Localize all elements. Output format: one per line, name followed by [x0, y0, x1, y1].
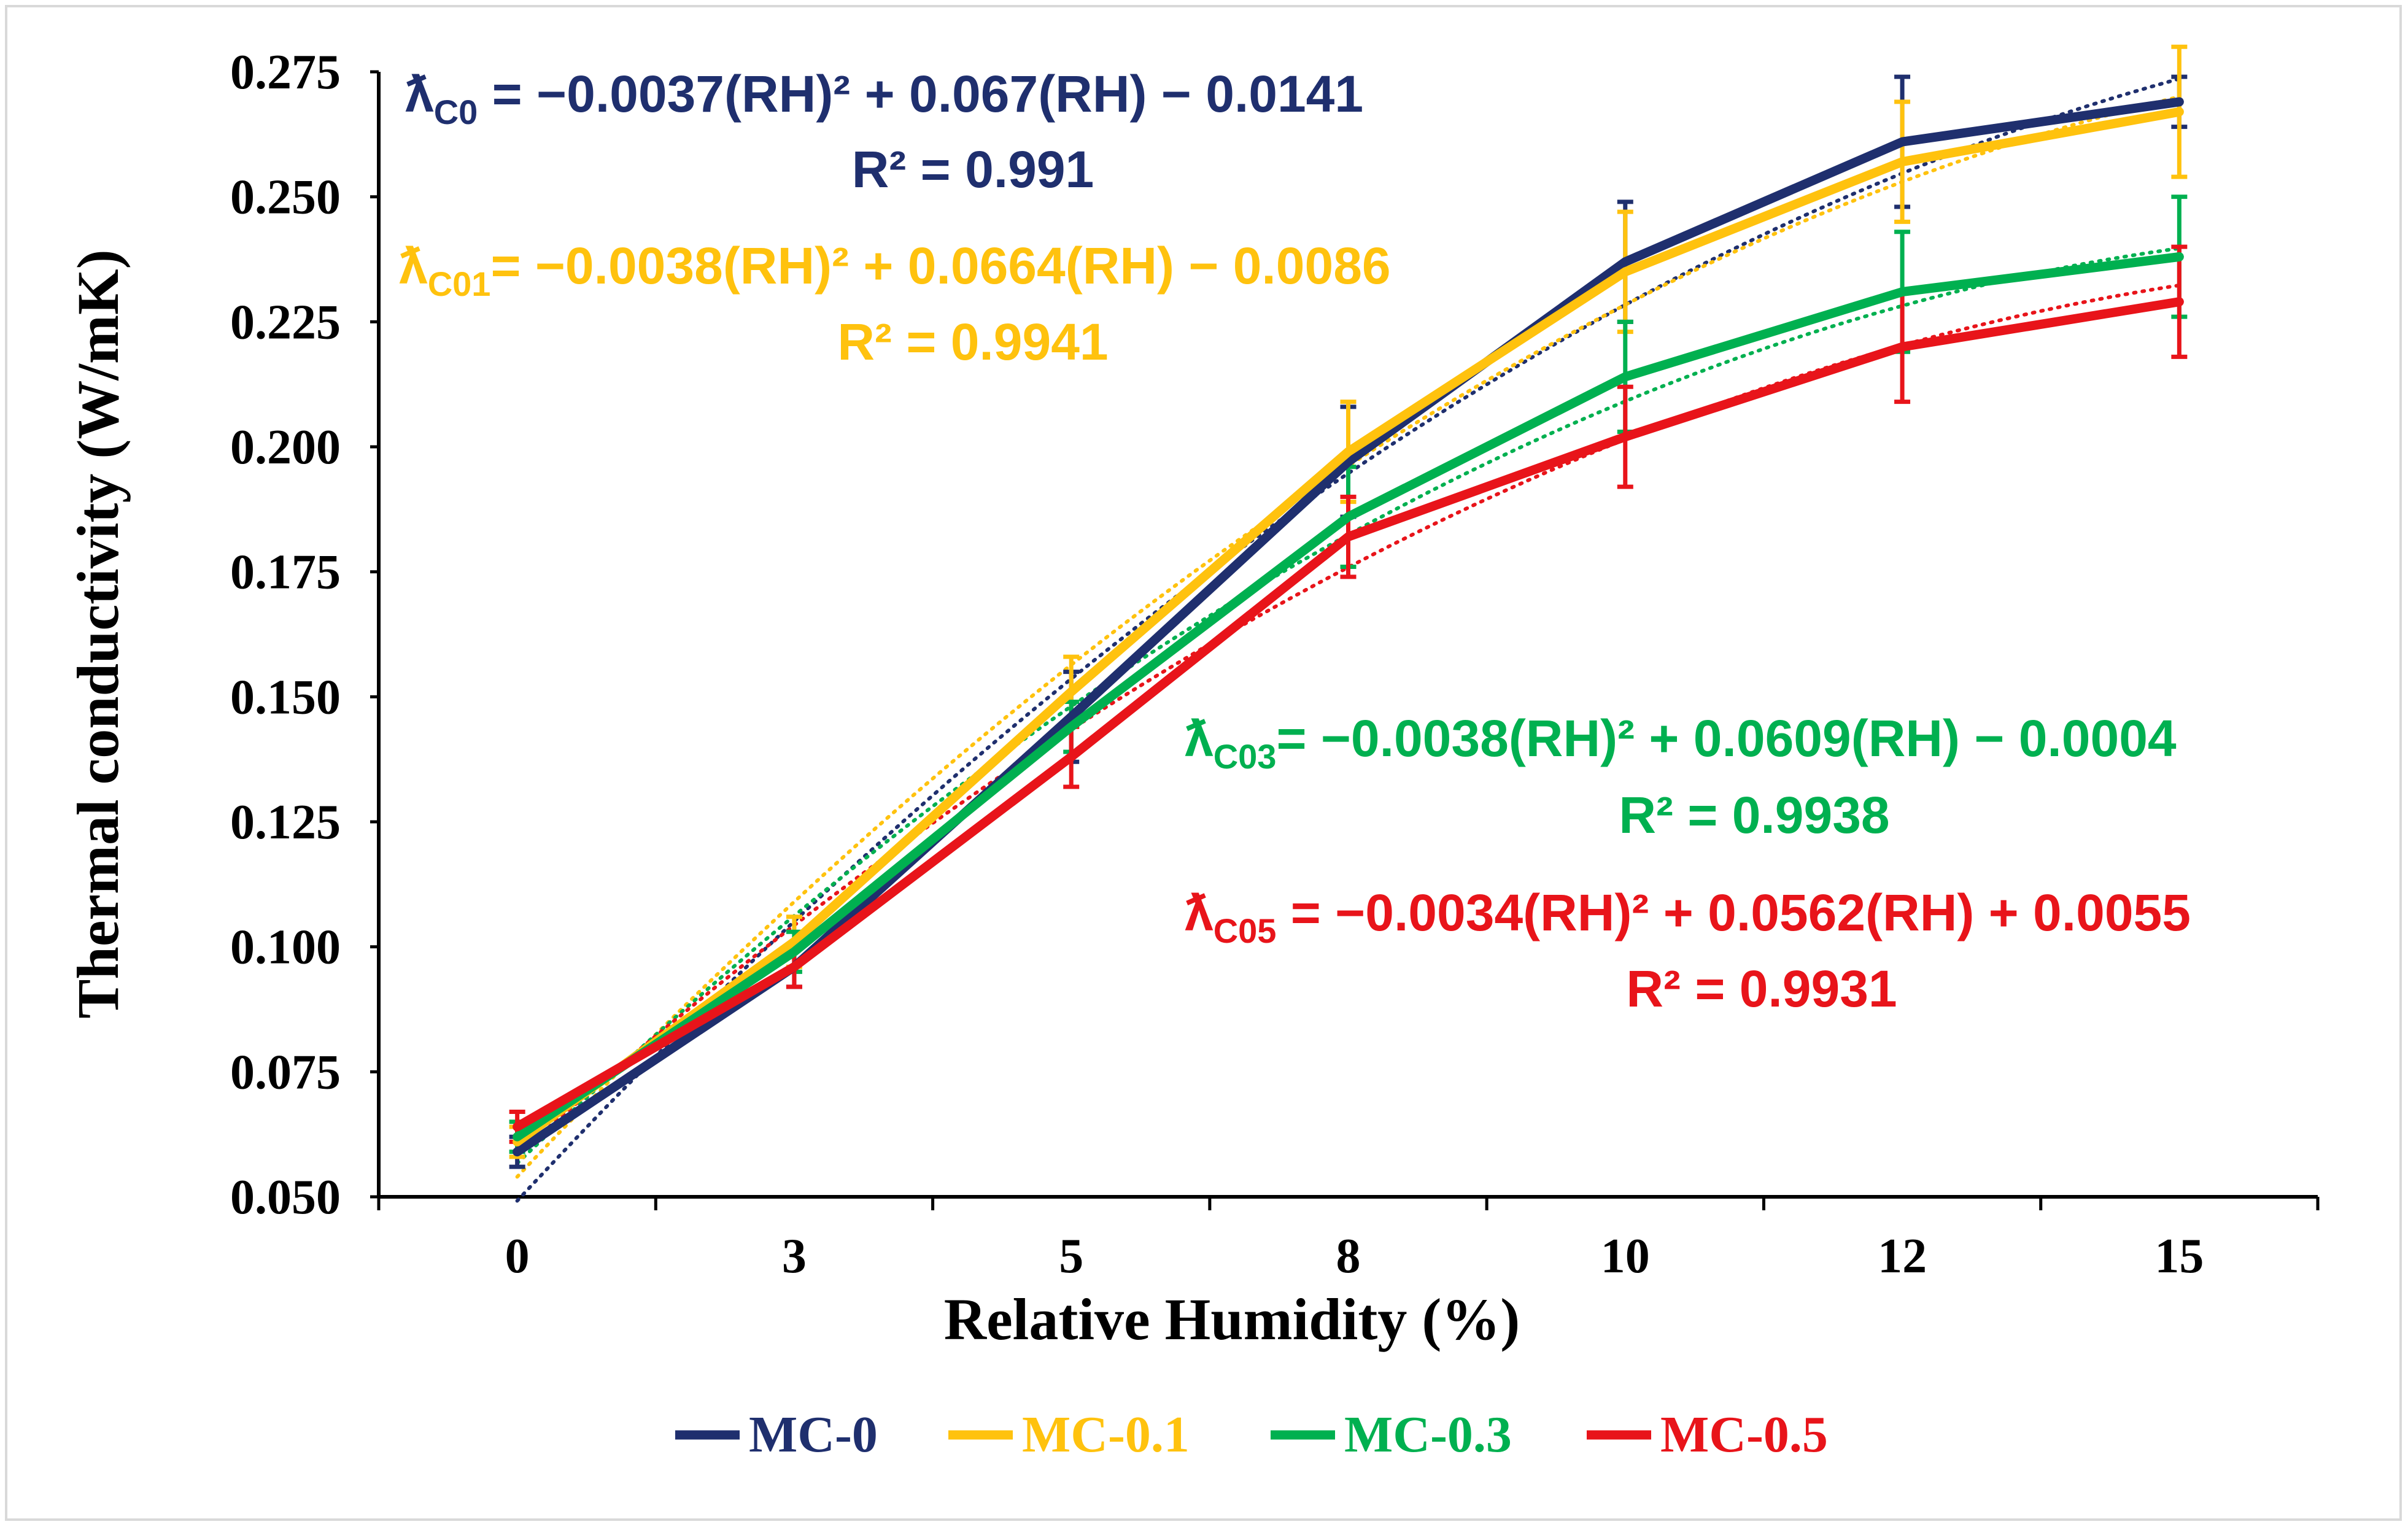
y-ticks: 0.050 0.075 0.100 0.125 0.150 0.175 0.200 0.225… [230, 45, 379, 1224]
equation-MC-0: ƛC0 = −0.0037(RH)² + 0.067(RH) − 0.0141 [405, 65, 1363, 131]
x-tick-label: 8 [1336, 1229, 1361, 1283]
y-tick-label: 0.125 [230, 795, 341, 849]
y-tick-label: 0.250 [230, 171, 341, 225]
y-tick-label: 0.225 [230, 295, 341, 349]
y-tick-label: 0.100 [230, 921, 341, 975]
equation-MC-0.1: ƛC01= −0.0038(RH)² + 0.0664(RH) − 0.0086 [399, 237, 1391, 303]
x-tick-label: 5 [1059, 1229, 1083, 1283]
x-tick-label: 12 [1878, 1229, 1927, 1283]
y-tick-label: 0.200 [230, 420, 341, 474]
r-squared-MC-0: R² = 0.991 [852, 141, 1094, 198]
error-bars [509, 44, 2188, 1169]
legend-label: MC-0.3 [1344, 1406, 1512, 1463]
x-axis-title: Relative Humidity (%) [944, 1286, 1520, 1352]
x-tick-label: 15 [2154, 1229, 2204, 1283]
legend-item-MC-0.3: MC-0.3 [1271, 1406, 1512, 1463]
legend-item-MC-0.5: MC-0.5 [1587, 1406, 1828, 1463]
equation-MC-0.5: ƛC05 = −0.0034(RH)² + 0.0562(RH) + 0.005… [1185, 884, 2191, 950]
r-squared-MC-0.3: R² = 0.9938 [1619, 786, 1889, 844]
series-line-MC-0.3 [513, 252, 2184, 1142]
y-tick-label: 0.275 [230, 45, 341, 99]
axes [377, 72, 2318, 1199]
legend-label: MC-0 [749, 1406, 878, 1463]
y-axis-title: Thermal conductivity (W/mK) [65, 249, 131, 1018]
legend-item-MC-0: MC-0 [675, 1406, 878, 1463]
y-tick-label: 0.050 [230, 1170, 341, 1224]
y-tick-label: 0.150 [230, 670, 341, 724]
x-tick-label: 0 [505, 1229, 530, 1283]
legend: MC-0 MC-0.1 MC-0.3 MC-0.5 [675, 1406, 1828, 1463]
chart-frame [5, 5, 2402, 1521]
series-line-MC-0.1 [513, 107, 2184, 1146]
y-tick-label: 0.175 [230, 546, 341, 600]
legend-label: MC-0.5 [1660, 1406, 1828, 1463]
r-squared-MC-0.5: R² = 0.9931 [1626, 960, 1897, 1018]
x-tick-label: 3 [782, 1229, 807, 1283]
equation-MC-0.3: ƛC03= −0.0038(RH)² + 0.0609(RH) − 0.0004 [1185, 709, 2177, 776]
x-tick-label: 10 [1601, 1229, 1650, 1283]
equations: ƛC0 = −0.0037(RH)² + 0.067(RH) − 0.0141 R… [399, 65, 2191, 1018]
x-ticks: 0 3 5 8 10 12 15 [377, 1197, 2320, 1283]
series-lines [513, 97, 2184, 1157]
legend-item-MC-0.1: MC-0.1 [948, 1406, 1190, 1463]
legend-label: MC-0.1 [1022, 1406, 1190, 1463]
trendline-MC-0.3 [515, 246, 2182, 1166]
series-line-MC-0.5 [513, 297, 2184, 1132]
r-squared-MC-0.1: R² = 0.9941 [837, 313, 1108, 371]
y-tick-label: 0.075 [230, 1045, 341, 1099]
